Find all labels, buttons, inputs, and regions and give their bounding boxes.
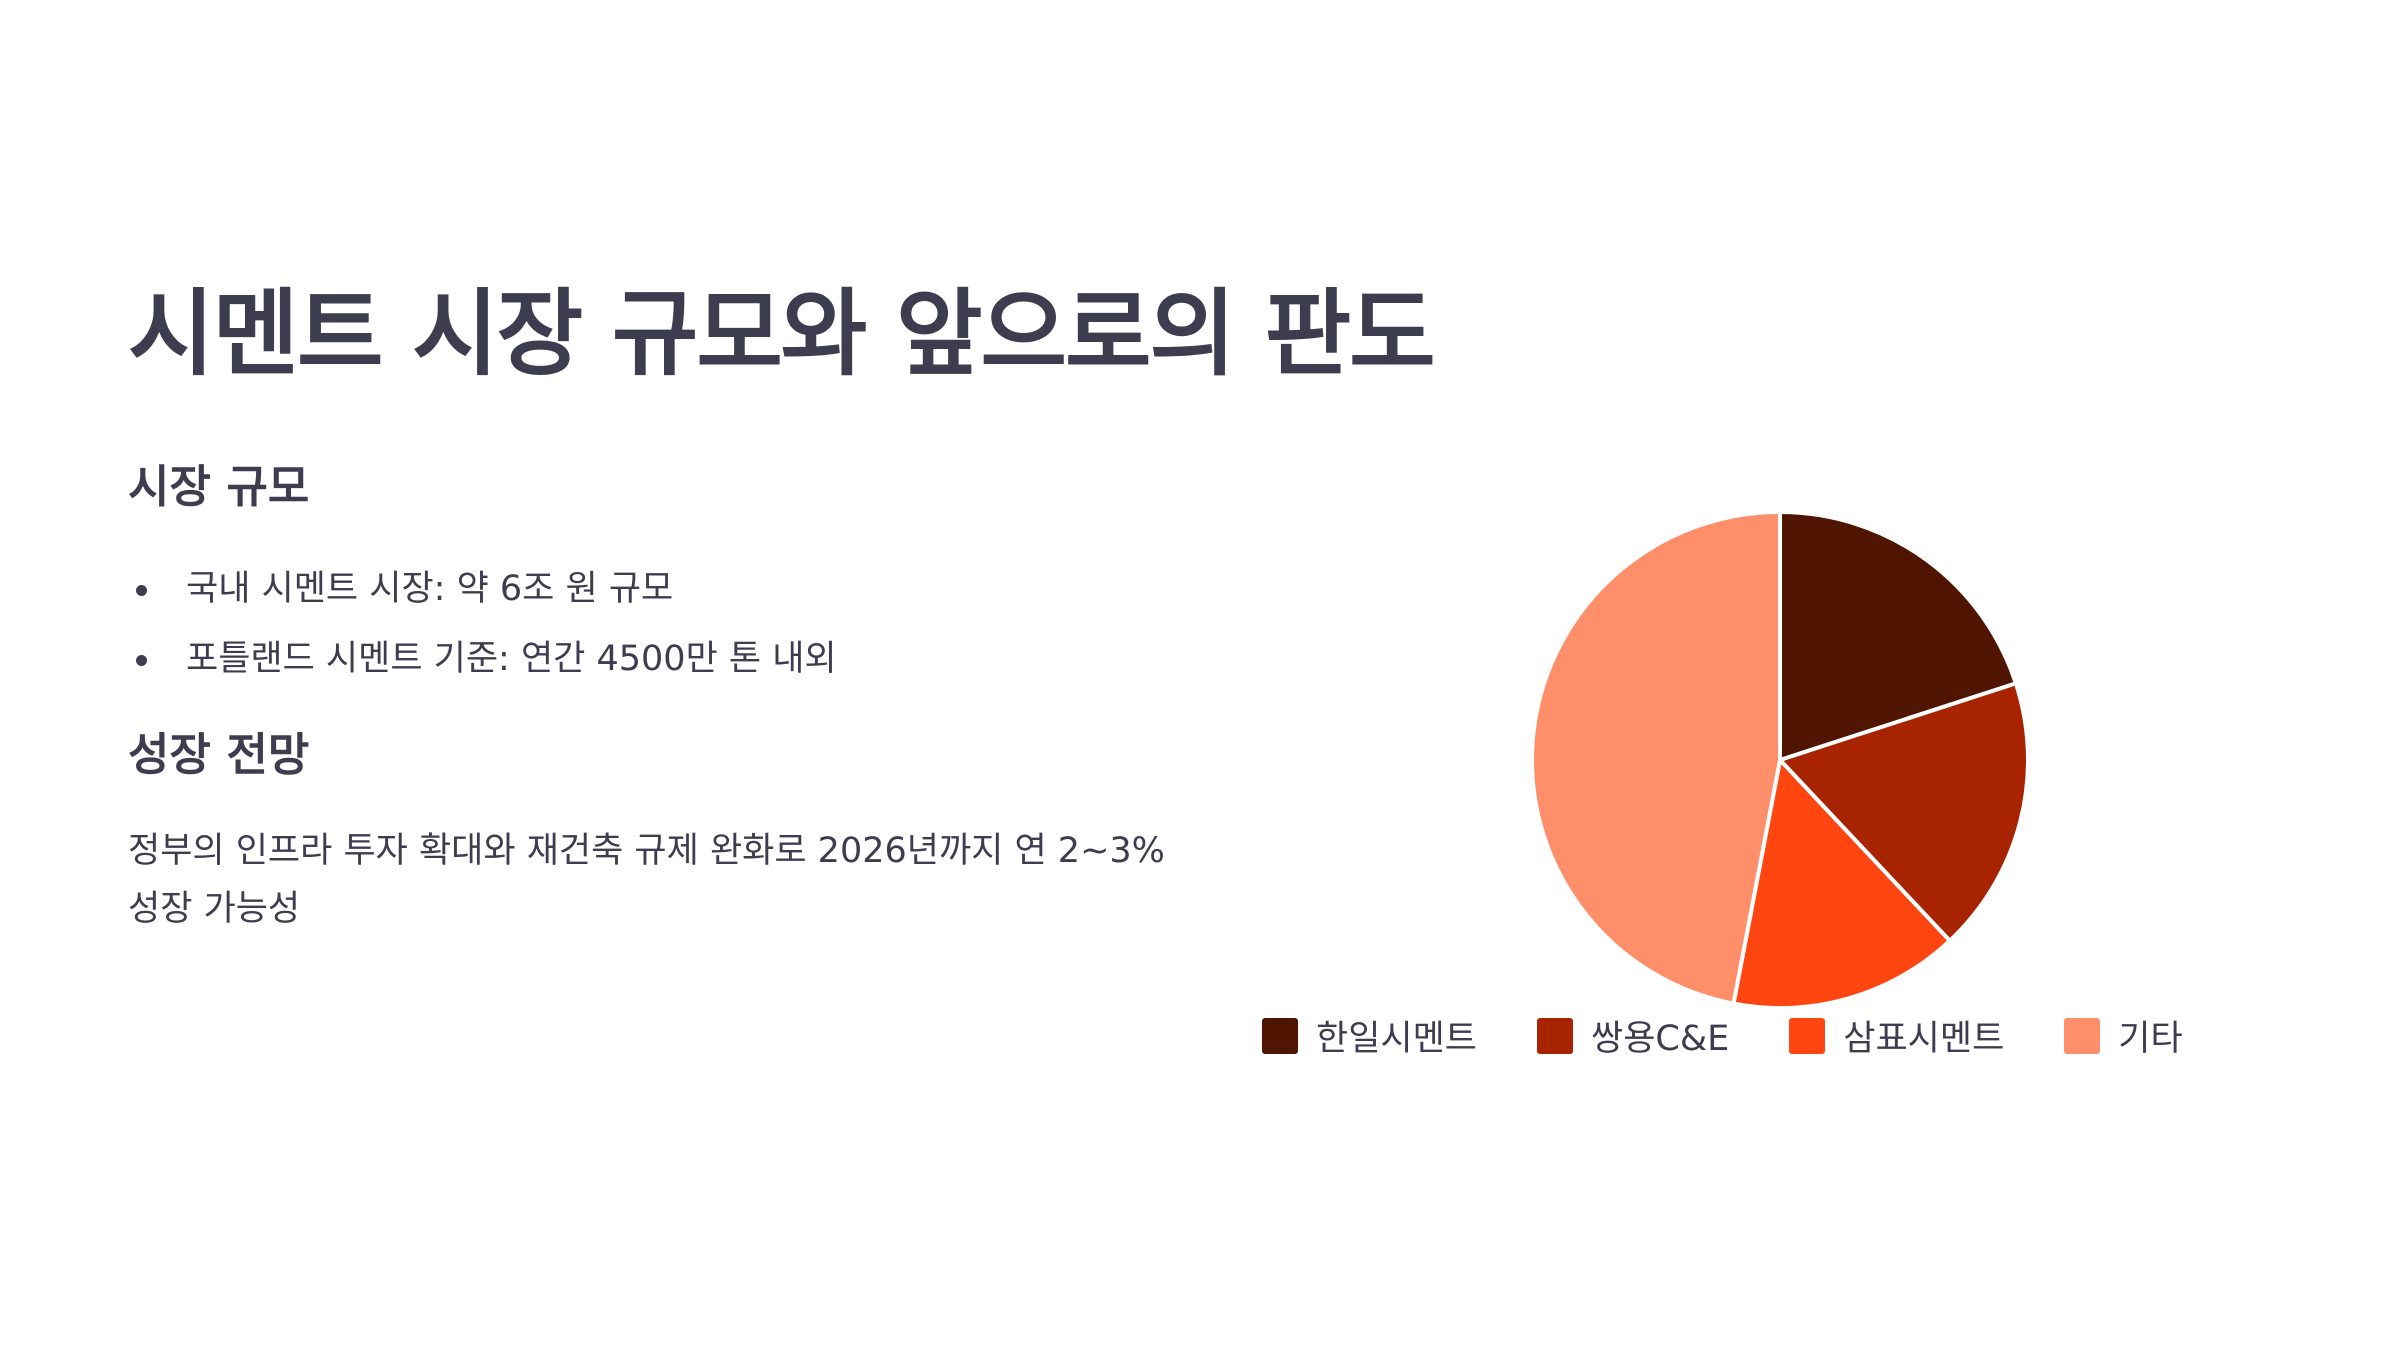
- legend-swatch: [1537, 1017, 1574, 1054]
- slide-title: 시멘트 시장 규모와 앞으로의 판도: [128, 280, 1436, 389]
- bullet-item: 국내 시멘트 시장: 약 6조 원 규모: [128, 554, 1188, 624]
- legend-label: 기타: [2118, 1019, 2183, 1059]
- legend-label: 삼표시멘트: [1843, 1019, 2005, 1059]
- market-size-bullets: 국내 시멘트 시장: 약 6조 원 규모 포틀랜드 시멘트 기준: 연간 450…: [128, 554, 1188, 694]
- pie-slice-2: [1778, 681, 2030, 943]
- legend-label: 한일시멘트: [1316, 1019, 1478, 1059]
- text-panel: 시장 규모 국내 시멘트 시장: 약 6조 원 규모 포틀랜드 시멘트 기준: …: [128, 460, 1188, 938]
- pie-slice-3: [1731, 758, 1952, 1010]
- legend-item: 삼표시멘트: [1789, 1010, 2004, 1061]
- bullet-item: 포틀랜드 시멘트 기준: 연간 4500만 톤 내외: [128, 624, 1188, 694]
- legend-swatch: [1262, 1017, 1298, 1054]
- growth-paragraph: 정부의 인프라 투자 확대와 재건축 규제 완화로 2026년까지 연 2~3%…: [128, 831, 1165, 929]
- pie-slice-4: [1530, 510, 1782, 1006]
- legend-swatch: [1789, 1017, 1826, 1054]
- legend-item: 쌍용C&E: [1537, 1010, 1729, 1061]
- pie-slice-1: [1778, 510, 2018, 762]
- pie-chart: [1530, 510, 2030, 1010]
- bullet-text: 포틀랜드 시멘트 기준: 연간 4500만 톤 내외: [186, 639, 837, 679]
- bullet-text: 국내 시멘트 시장: 약 6조 원 규모: [186, 569, 674, 609]
- legend-item: 기타: [2064, 1010, 2183, 1061]
- legend-label: 쌍용C&E: [1591, 1019, 1730, 1059]
- legend-item: 한일시멘트: [1262, 1010, 1477, 1061]
- growth-heading: 성장 전망: [128, 728, 310, 781]
- bullet-dot-icon: [136, 585, 147, 596]
- bullet-dot-icon: [136, 655, 147, 666]
- market-size-heading: 시장 규모: [128, 460, 310, 513]
- chart-legend: 한일시멘트 쌍용C&E 삼표시멘트 기타: [1262, 1010, 2243, 1061]
- legend-swatch: [2064, 1017, 2101, 1054]
